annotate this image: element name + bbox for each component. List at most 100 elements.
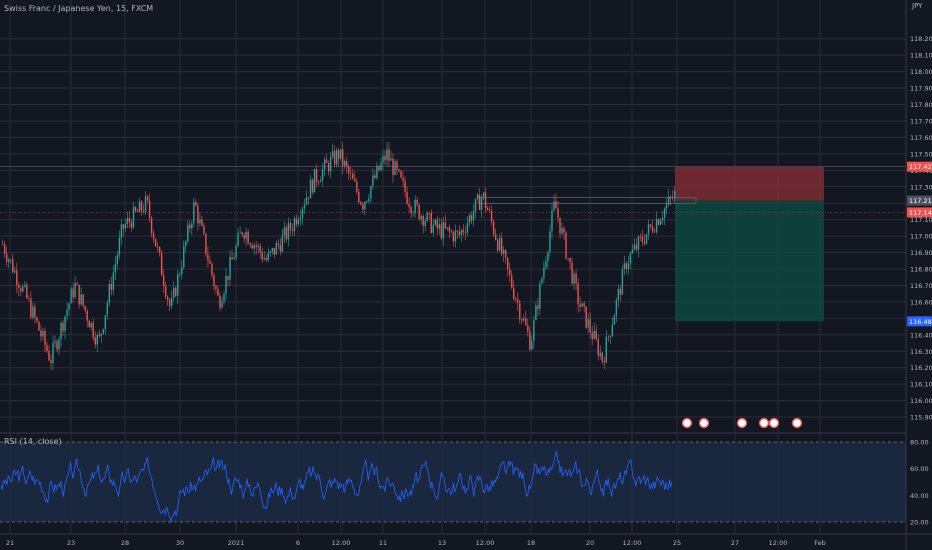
candle-body (229, 257, 231, 280)
candle-body (426, 212, 428, 221)
candle-body (545, 261, 547, 268)
y-tick-label: 117.100 (910, 216, 932, 224)
x-tick-label: 12:00 (623, 539, 642, 547)
candle-body (142, 210, 145, 212)
candle-body (249, 243, 251, 246)
candle-body (267, 253, 269, 261)
candle-body (593, 330, 595, 340)
candle-body (370, 186, 372, 199)
candles (2, 142, 676, 371)
candle-body (116, 255, 119, 264)
candle-body (585, 306, 587, 328)
candle-body (601, 352, 603, 362)
candle-body (126, 218, 129, 224)
candle-body (450, 231, 453, 233)
candle-body (335, 150, 338, 165)
candle-body (464, 232, 467, 233)
candle-body (613, 315, 616, 325)
candle-body (205, 233, 207, 255)
candle-body (565, 232, 567, 259)
candle-body (364, 201, 366, 210)
candle-body (299, 217, 302, 221)
candle-body (66, 309, 68, 317)
candle-body (154, 238, 157, 247)
candle-body (293, 218, 296, 231)
candle-body (4, 244, 6, 254)
candle-body (659, 220, 662, 225)
candle-body (384, 155, 386, 161)
candle-body (561, 228, 563, 234)
candle-body (645, 233, 648, 244)
y-tick-label: 116.600 (910, 298, 932, 306)
candle-body (535, 305, 537, 320)
candle-body (539, 283, 541, 310)
candle-body (78, 284, 80, 305)
event-marker-icon (736, 417, 748, 429)
candle-body (94, 337, 96, 345)
candle-body (48, 350, 50, 361)
candle-body (484, 192, 487, 208)
position-zones[interactable] (0, 166, 906, 322)
candle-body (231, 257, 233, 260)
candle-body (557, 208, 559, 218)
candle-body (277, 243, 280, 245)
candle-body (144, 196, 147, 212)
candle-body (424, 220, 426, 226)
candle-body (114, 263, 117, 273)
candle-body (166, 297, 169, 300)
time-axis[interactable]: 21 23 28 30 2021 6 12:00 11 13 12:00 18 20 12:00 25 27… (6, 539, 826, 547)
candle-body (669, 196, 672, 198)
candle-body (555, 201, 557, 209)
candle-body (577, 283, 579, 305)
x-tick-label: 2021 (228, 539, 245, 547)
candle-body (177, 274, 179, 296)
candle-body (175, 287, 177, 296)
x-tick-label: 11 (379, 539, 387, 547)
candle-body (120, 224, 123, 239)
candle-body (291, 229, 294, 231)
candle-body (356, 181, 358, 192)
candle-body (315, 168, 318, 182)
candle-body (243, 234, 245, 239)
candle-body (571, 262, 573, 284)
candle-body (579, 304, 581, 307)
candle-body (587, 319, 589, 328)
candle-body (189, 224, 191, 229)
candle-body (217, 289, 219, 296)
candle-body (301, 208, 304, 218)
candle-body (333, 150, 336, 165)
candle-body (90, 322, 92, 328)
candle-body (80, 294, 82, 305)
candle-body (211, 263, 213, 275)
price-tag-bg (907, 161, 932, 172)
rsi-pane[interactable]: 80.00 60.00 40.00 20.00 (0, 439, 929, 527)
candle-body (474, 198, 477, 212)
candle-body (496, 239, 499, 251)
candle-body (519, 302, 521, 320)
candle-body (661, 217, 664, 221)
stop-loss-zone (675, 166, 824, 201)
candle-body (655, 219, 658, 233)
candle-body (128, 218, 131, 223)
candle-body (104, 315, 107, 330)
candle-body (110, 283, 113, 290)
candle-body (219, 295, 221, 308)
candle-body (118, 238, 121, 256)
y-tick-label: 117.800 (910, 101, 932, 109)
candle-body (378, 165, 380, 171)
rsi-tick-label: 60.00 (910, 465, 929, 473)
candle-body (637, 236, 640, 250)
candle-body (124, 223, 127, 229)
event-markers[interactable] (681, 417, 803, 429)
candle-body (325, 159, 328, 163)
candle-body (321, 169, 324, 181)
entry-range-box (477, 197, 697, 204)
x-tick-label: 18 (527, 539, 535, 547)
candle-body (317, 181, 320, 183)
candle-body (500, 238, 503, 254)
y-tick-label: 116.700 (910, 282, 932, 290)
candle-body (657, 219, 660, 225)
event-marker-icon (758, 417, 770, 429)
candle-body (30, 298, 32, 318)
